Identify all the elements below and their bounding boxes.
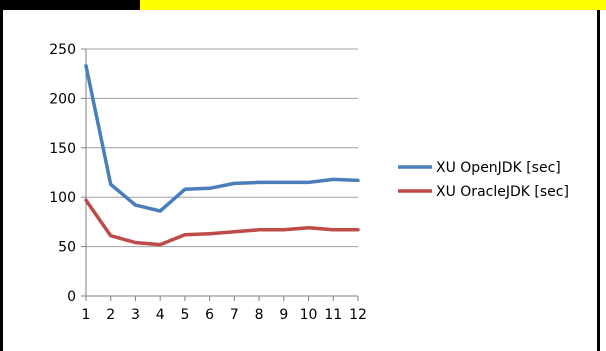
x-tick-label: 6	[205, 307, 214, 323]
series-line-2	[84, 198, 360, 247]
x-tick-label: 5	[180, 307, 189, 323]
legend-label-2: XU OracleJDK [sec]	[436, 184, 569, 200]
axes	[81, 48, 359, 301]
x-tick-label: 10	[300, 307, 318, 323]
y-tick-labels: 0 50 100 150 200 250	[49, 42, 76, 305]
y-tick-label: 100	[49, 190, 76, 206]
y-tick-label: 50	[58, 240, 76, 256]
yellow-highlight-band	[140, 0, 606, 10]
x-tick-label: 9	[279, 307, 288, 323]
x-tick-label: 7	[230, 307, 239, 323]
x-tick-label: 12	[349, 307, 367, 323]
x-tick-label: 2	[106, 307, 115, 323]
y-tick-label: 250	[49, 42, 76, 58]
x-tick-label: 8	[255, 307, 264, 323]
y-tick-label: 0	[67, 289, 76, 305]
legend-label-1: XU OpenJDK [sec]	[436, 160, 561, 176]
x-tick-label: 1	[82, 307, 91, 323]
chart-frame	[0, 10, 600, 351]
y-tick-label: 150	[49, 141, 76, 157]
y-tick-label: 200	[49, 91, 76, 107]
x-tick-label: 11	[324, 307, 342, 323]
gridlines	[86, 48, 358, 248]
x-tick-labels: 1 2 3 4 5 6 7 8 9 10 11 12	[82, 307, 367, 323]
series-lines	[84, 64, 360, 247]
series-line-1	[84, 64, 360, 213]
x-tick-label: 3	[131, 307, 140, 323]
x-tick-label: 4	[156, 307, 165, 323]
legend: XU OpenJDK [sec] XU OracleJDK [sec]	[398, 160, 569, 200]
